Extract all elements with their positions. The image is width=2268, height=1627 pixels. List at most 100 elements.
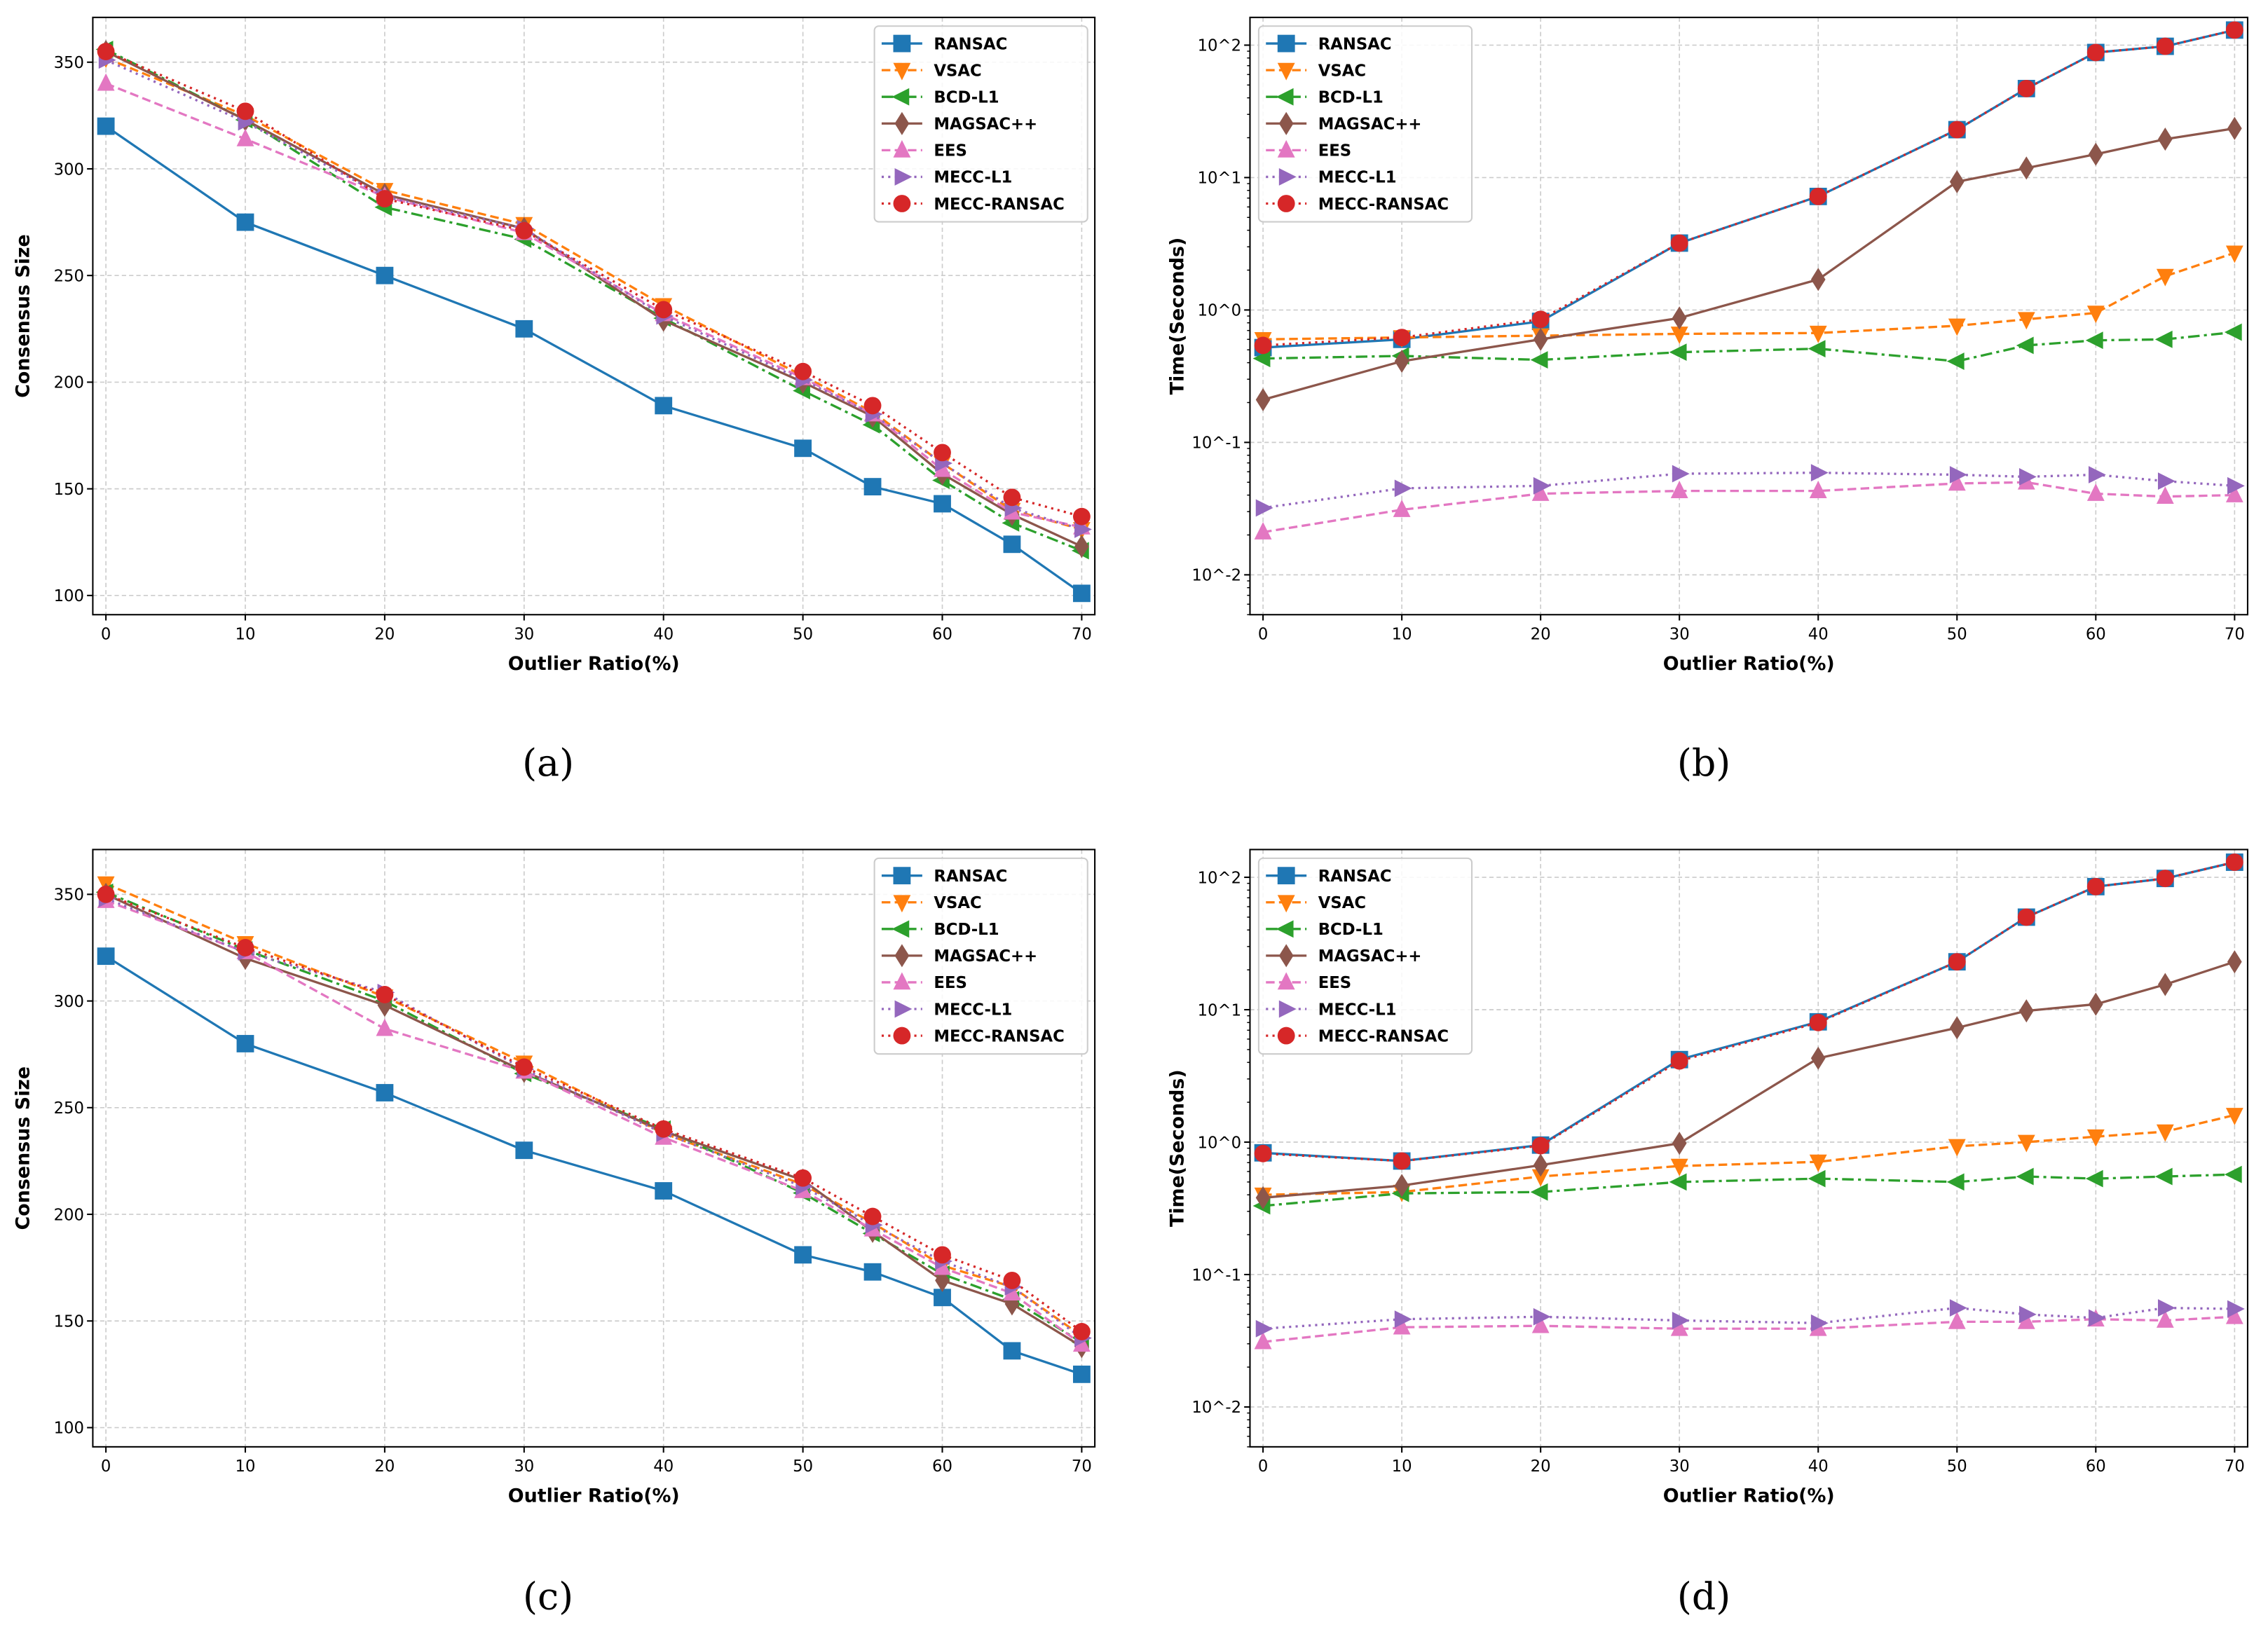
y-axis-label: Consensus Size [12, 234, 34, 398]
legend-item: MECC-L1 [1266, 168, 1397, 187]
data-point [863, 478, 882, 496]
legend-label: MAGSAC++ [1318, 947, 1422, 966]
y-tick-label: 200 [54, 374, 84, 392]
data-point [515, 1058, 533, 1076]
series-line [105, 50, 1083, 548]
data-point [1255, 387, 1271, 412]
data-point [2086, 306, 2105, 324]
x-tick-label: 30 [1669, 625, 1690, 643]
data-point [1809, 325, 1827, 343]
data-point [655, 301, 673, 319]
data-point [794, 362, 812, 380]
data-point [2227, 950, 2242, 974]
legend-marker [1277, 195, 1295, 212]
x-tick-label: 60 [932, 625, 952, 643]
data-point [1670, 1052, 1688, 1070]
data-point [2157, 128, 2173, 151]
x-tick-label: 70 [2225, 1457, 2245, 1476]
data-point [863, 1263, 882, 1281]
data-point [97, 885, 115, 903]
legend-item: MAGSAC++ [881, 111, 1037, 135]
y-tick-label: 150 [54, 1313, 84, 1331]
panel-label: (a) [522, 741, 574, 785]
legend-label: MECC-L1 [934, 169, 1012, 187]
data-point [515, 221, 533, 240]
data-point [2156, 37, 2174, 55]
series-line [105, 82, 1082, 529]
legend-marker [1277, 139, 1295, 158]
data-point [863, 1207, 882, 1226]
data-point [2085, 331, 2103, 350]
chart-c: 0 10 20 30 40 50 60 70 100 150 200 250 300 350 Outlier… [12, 849, 1096, 1619]
legend-item: MAGSAC++ [1266, 944, 1422, 968]
x-tick-label: 20 [374, 1457, 395, 1476]
data-point [1531, 1169, 1550, 1187]
legend-label: RANSAC [934, 867, 1007, 886]
data-point [2016, 1167, 2034, 1186]
x-tick-label: 60 [2086, 1457, 2106, 1476]
series-mecc-ransac [97, 43, 1091, 526]
data-point [1946, 352, 1965, 370]
legend-item: RANSAC [881, 34, 1007, 53]
series-line [105, 891, 1083, 1344]
data-point [1808, 340, 1826, 358]
legend-marker [894, 168, 913, 186]
series-line [105, 899, 1083, 1346]
data-point [2017, 908, 2035, 926]
x-tick-label: 30 [1669, 1457, 1690, 1476]
legend: RANSAC VSAC BCD-L1 MAGSAC++ EES MECC-L1 MECC-R… [873, 857, 1088, 1055]
data-point [934, 495, 951, 513]
chart-b: 0 10 20 30 40 50 60 70 10^-2 10^-1 10^0 10^1 10^2 Out… [1166, 16, 2248, 785]
data-point [655, 1182, 673, 1200]
x-axis-label: Outlier Ratio(%) [1663, 653, 1835, 675]
data-point [2156, 486, 2174, 504]
data-point [2088, 142, 2103, 166]
data-point [1809, 481, 1827, 498]
series-mecc-ransac [97, 885, 1091, 1340]
legend-item: MECC-L1 [881, 168, 1012, 187]
legend-box [873, 857, 1088, 1055]
data-point [2225, 245, 2243, 263]
data-point [1072, 584, 1091, 603]
data-point [1533, 476, 1551, 495]
data-point [376, 1084, 394, 1101]
legend-marker [894, 1000, 913, 1018]
legend-label: MECC-L1 [1318, 169, 1397, 187]
data-point [97, 73, 115, 91]
data-point [2017, 312, 2035, 330]
legend-marker [1277, 62, 1295, 81]
data-point [97, 117, 115, 135]
data-point [1672, 465, 1690, 483]
legend-item: MAGSAC++ [881, 944, 1037, 968]
legend-item: RANSAC [1266, 34, 1392, 53]
data-point [2017, 1311, 2035, 1329]
legend-item: MECC-RANSAC [881, 1027, 1065, 1045]
legend: RANSAC VSAC BCD-L1 MAGSAC++ EES MECC-L1 MECC-R… [873, 25, 1088, 223]
x-axis-label: Outlier Ratio(%) [508, 653, 680, 675]
y-tick-label: 100 [54, 1420, 84, 1438]
legend-marker [892, 88, 910, 106]
legend-marker [893, 895, 911, 913]
x-tick-label: 40 [653, 1457, 674, 1476]
x-tick-label: 70 [1072, 625, 1092, 643]
data-point [1672, 306, 1687, 330]
y-tick-label: 10^-2 [1191, 567, 1241, 585]
data-point [1072, 1365, 1091, 1383]
data-point [1530, 1183, 1548, 1201]
y-tick-label: 250 [54, 1099, 84, 1118]
y-axis-label: Time(Seconds) [1166, 1069, 1188, 1227]
data-point [2017, 1134, 2035, 1153]
x-tick-label: 50 [793, 1457, 813, 1476]
data-point [1672, 1312, 1690, 1329]
data-point [2156, 870, 2174, 888]
series-line [105, 893, 1083, 1348]
series-ees [1254, 1306, 2243, 1350]
data-point [1949, 170, 1965, 193]
data-point [1670, 481, 1688, 498]
legend-marker [1277, 895, 1295, 913]
legend-label: VSAC [934, 894, 981, 912]
data-point [1003, 535, 1021, 554]
series-mecc-l1 [1255, 1299, 2245, 1338]
legend-marker [893, 62, 911, 81]
